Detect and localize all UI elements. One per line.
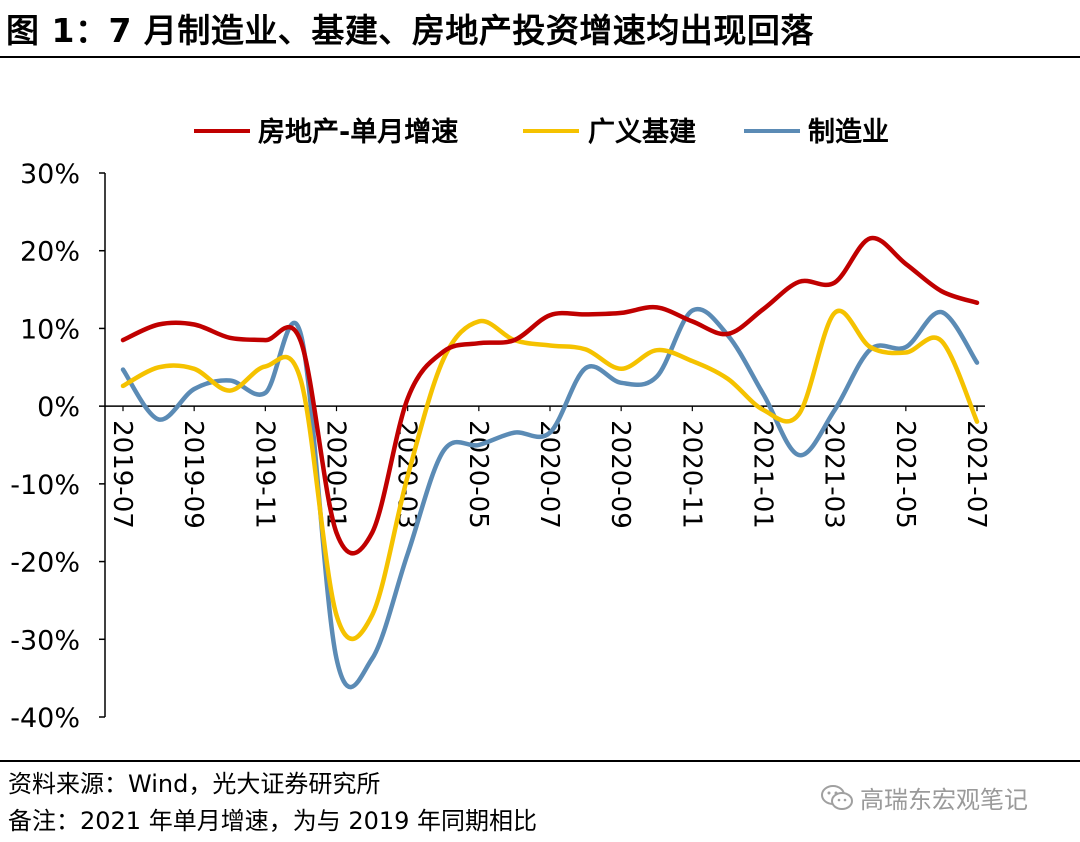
series-infrastructure-line — [120, 308, 980, 642]
legend-label-infrastructure: 广义基建 — [588, 117, 696, 148]
title-underline — [0, 56, 1080, 58]
line-chart: 房地产-单月增速 广义基建 制造业 30% 20% 10% 0% -10% -20% -30… — [10, 116, 991, 734]
watermark: 高瑞东宏观笔记 — [820, 780, 1028, 815]
x-tick-label: 2021-05 — [890, 420, 920, 529]
x-tick-label: 2020-05 — [463, 420, 493, 529]
x-tick-label: 2020-09 — [605, 420, 635, 529]
x-tick-label: 2021-03 — [819, 420, 849, 529]
footer-rule — [0, 760, 1080, 762]
y-tick-label: -40% — [10, 703, 80, 734]
x-tick-label: 2019-07 — [107, 420, 137, 529]
y-tick-label: 30% — [20, 159, 80, 190]
series-layer — [120, 235, 980, 690]
watermark-text: 高瑞东宏观笔记 — [860, 786, 1028, 814]
x-tick-label: 2021-07 — [961, 420, 991, 529]
footnote: 备注：2021 年单月增速，为与 2019 年同期相比 — [8, 807, 538, 835]
y-tick-label: 20% — [20, 237, 80, 268]
y-tick-label: 10% — [20, 314, 80, 345]
source-note: 资料来源：Wind，光大证券研究所 — [8, 770, 381, 798]
wechat-icon — [821, 784, 853, 810]
y-tick-label: 0% — [37, 392, 80, 423]
x-tick-label: 2020-11 — [676, 420, 706, 529]
y-axis: 30% 20% 10% 0% -10% -20% -30% -40% — [10, 159, 106, 734]
y-tick-label: -10% — [10, 470, 80, 501]
legend-item-real-estate: 房地产-单月增速 — [194, 116, 458, 148]
chart-title: 图 1：7 月制造业、基建、房地产投资增速均出现回落 — [6, 11, 814, 50]
legend: 房地产-单月增速 广义基建 制造业 — [194, 116, 889, 148]
legend-item-infrastructure: 广义基建 — [523, 117, 696, 148]
legend-label-real-estate: 房地产-单月增速 — [258, 116, 458, 148]
series-manufacturing-line — [120, 306, 980, 690]
legend-item-manufacturing: 制造业 — [744, 117, 889, 148]
x-tick-label: 2019-11 — [249, 420, 279, 529]
x-tick-label: 2019-09 — [178, 420, 208, 529]
y-tick-label: -20% — [10, 548, 80, 579]
series-real-estate-line — [120, 235, 980, 556]
x-axis: 2019-07 2019-09 2019-11 2020-01 2020-03 2020-… — [105, 405, 991, 529]
x-tick-label: 2021-01 — [748, 420, 778, 529]
legend-label-manufacturing: 制造业 — [808, 117, 889, 148]
y-tick-label: -30% — [10, 625, 80, 656]
